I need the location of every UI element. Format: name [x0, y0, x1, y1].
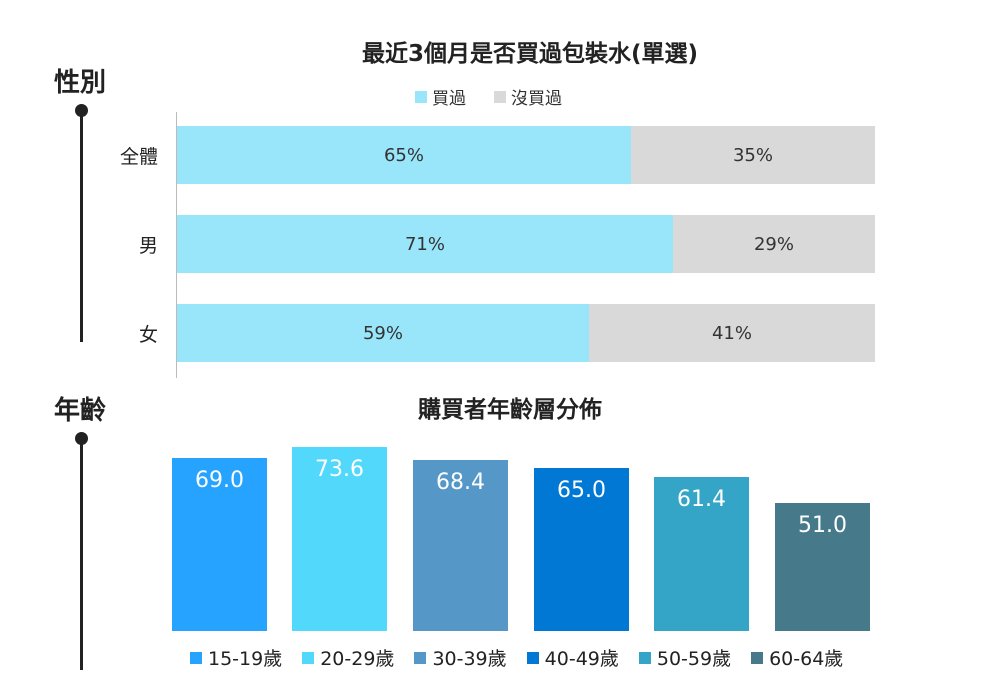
bar-segment-bought: 59% [177, 304, 589, 362]
data-label: 73.6 [315, 457, 364, 482]
chart-title-purchase: 最近3個月是否買過包裝水(單選) [361, 41, 699, 67]
legend-swatch-not-bought [494, 90, 506, 103]
legend-item-bought: 買過 [415, 84, 466, 109]
legend-item: 15-19歲 [190, 644, 282, 671]
bar-segment-bought: 65% [177, 126, 631, 184]
age-bar: 51.0 [775, 503, 870, 631]
category-label: 全體 [119, 146, 158, 168]
bar-segment-not-bought: 41% [589, 304, 875, 362]
legend-label: 20-29歲 [320, 648, 395, 670]
age-bar: 73.6 [292, 447, 387, 631]
timeline-line-age [80, 438, 83, 670]
legend-item-not-bought: 沒買過 [494, 84, 562, 109]
data-label: 61.4 [677, 487, 726, 512]
legend-swatch-bought [415, 90, 427, 103]
data-label: 65% [383, 144, 424, 166]
category-label: 女 [138, 324, 158, 346]
legend-age: 15-19歲 20-29歲 30-39歲 40-49歲 50-59歲 60-64歲 [190, 644, 863, 671]
timeline-dot-gender [75, 104, 88, 117]
data-label: 71% [404, 233, 445, 255]
legend-purchase: 買過 沒買過 [415, 84, 590, 109]
legend-label: 40-49歲 [544, 648, 619, 670]
legend-item: 40-49歲 [526, 644, 619, 671]
timeline-line-gender [80, 110, 83, 342]
legend-swatch [414, 651, 427, 664]
timeline-dot-age [75, 432, 88, 445]
category-label: 男 [138, 235, 158, 257]
legend-label-not-bought: 沒買過 [511, 89, 562, 109]
bar-segment-not-bought: 35% [631, 126, 875, 184]
legend-item: 50-59歲 [638, 644, 732, 671]
section-label-age: 年齡 [54, 396, 107, 426]
age-bar: 68.4 [413, 460, 508, 631]
data-label: 29% [753, 233, 794, 255]
legend-swatch [751, 651, 764, 664]
legend-label: 15-19歲 [208, 648, 283, 670]
legend-item: 30-39歲 [414, 644, 507, 671]
legend-swatch [190, 651, 202, 664]
legend-label: 50-59歲 [656, 648, 732, 670]
age-bar: 65.0 [534, 468, 629, 631]
legend-label: 60-64歲 [769, 648, 844, 670]
category-axis-line [176, 112, 177, 378]
legend-swatch [638, 651, 651, 664]
data-label: 68.4 [436, 470, 485, 495]
data-label: 51.0 [798, 513, 847, 538]
data-label: 59% [362, 322, 403, 344]
bar-segment-bought: 71% [177, 215, 673, 273]
section-label-gender: 性別 [54, 68, 107, 98]
data-label: 41% [711, 322, 752, 344]
legend-item: 60-64歲 [751, 644, 843, 671]
chart-title-age: 購買者年齡層分佈 [418, 397, 602, 423]
bar-segment-not-bought: 29% [673, 215, 875, 273]
data-label: 35% [732, 144, 773, 166]
legend-item: 20-29歲 [302, 644, 394, 671]
legend-swatch [526, 651, 539, 664]
legend-label: 30-39歲 [432, 648, 507, 670]
data-label: 69.0 [195, 468, 244, 493]
age-bar: 61.4 [654, 477, 749, 631]
legend-label-bought: 買過 [432, 89, 466, 109]
legend-swatch [302, 651, 315, 664]
age-bar: 69.0 [172, 458, 267, 631]
data-label: 65.0 [557, 478, 606, 503]
